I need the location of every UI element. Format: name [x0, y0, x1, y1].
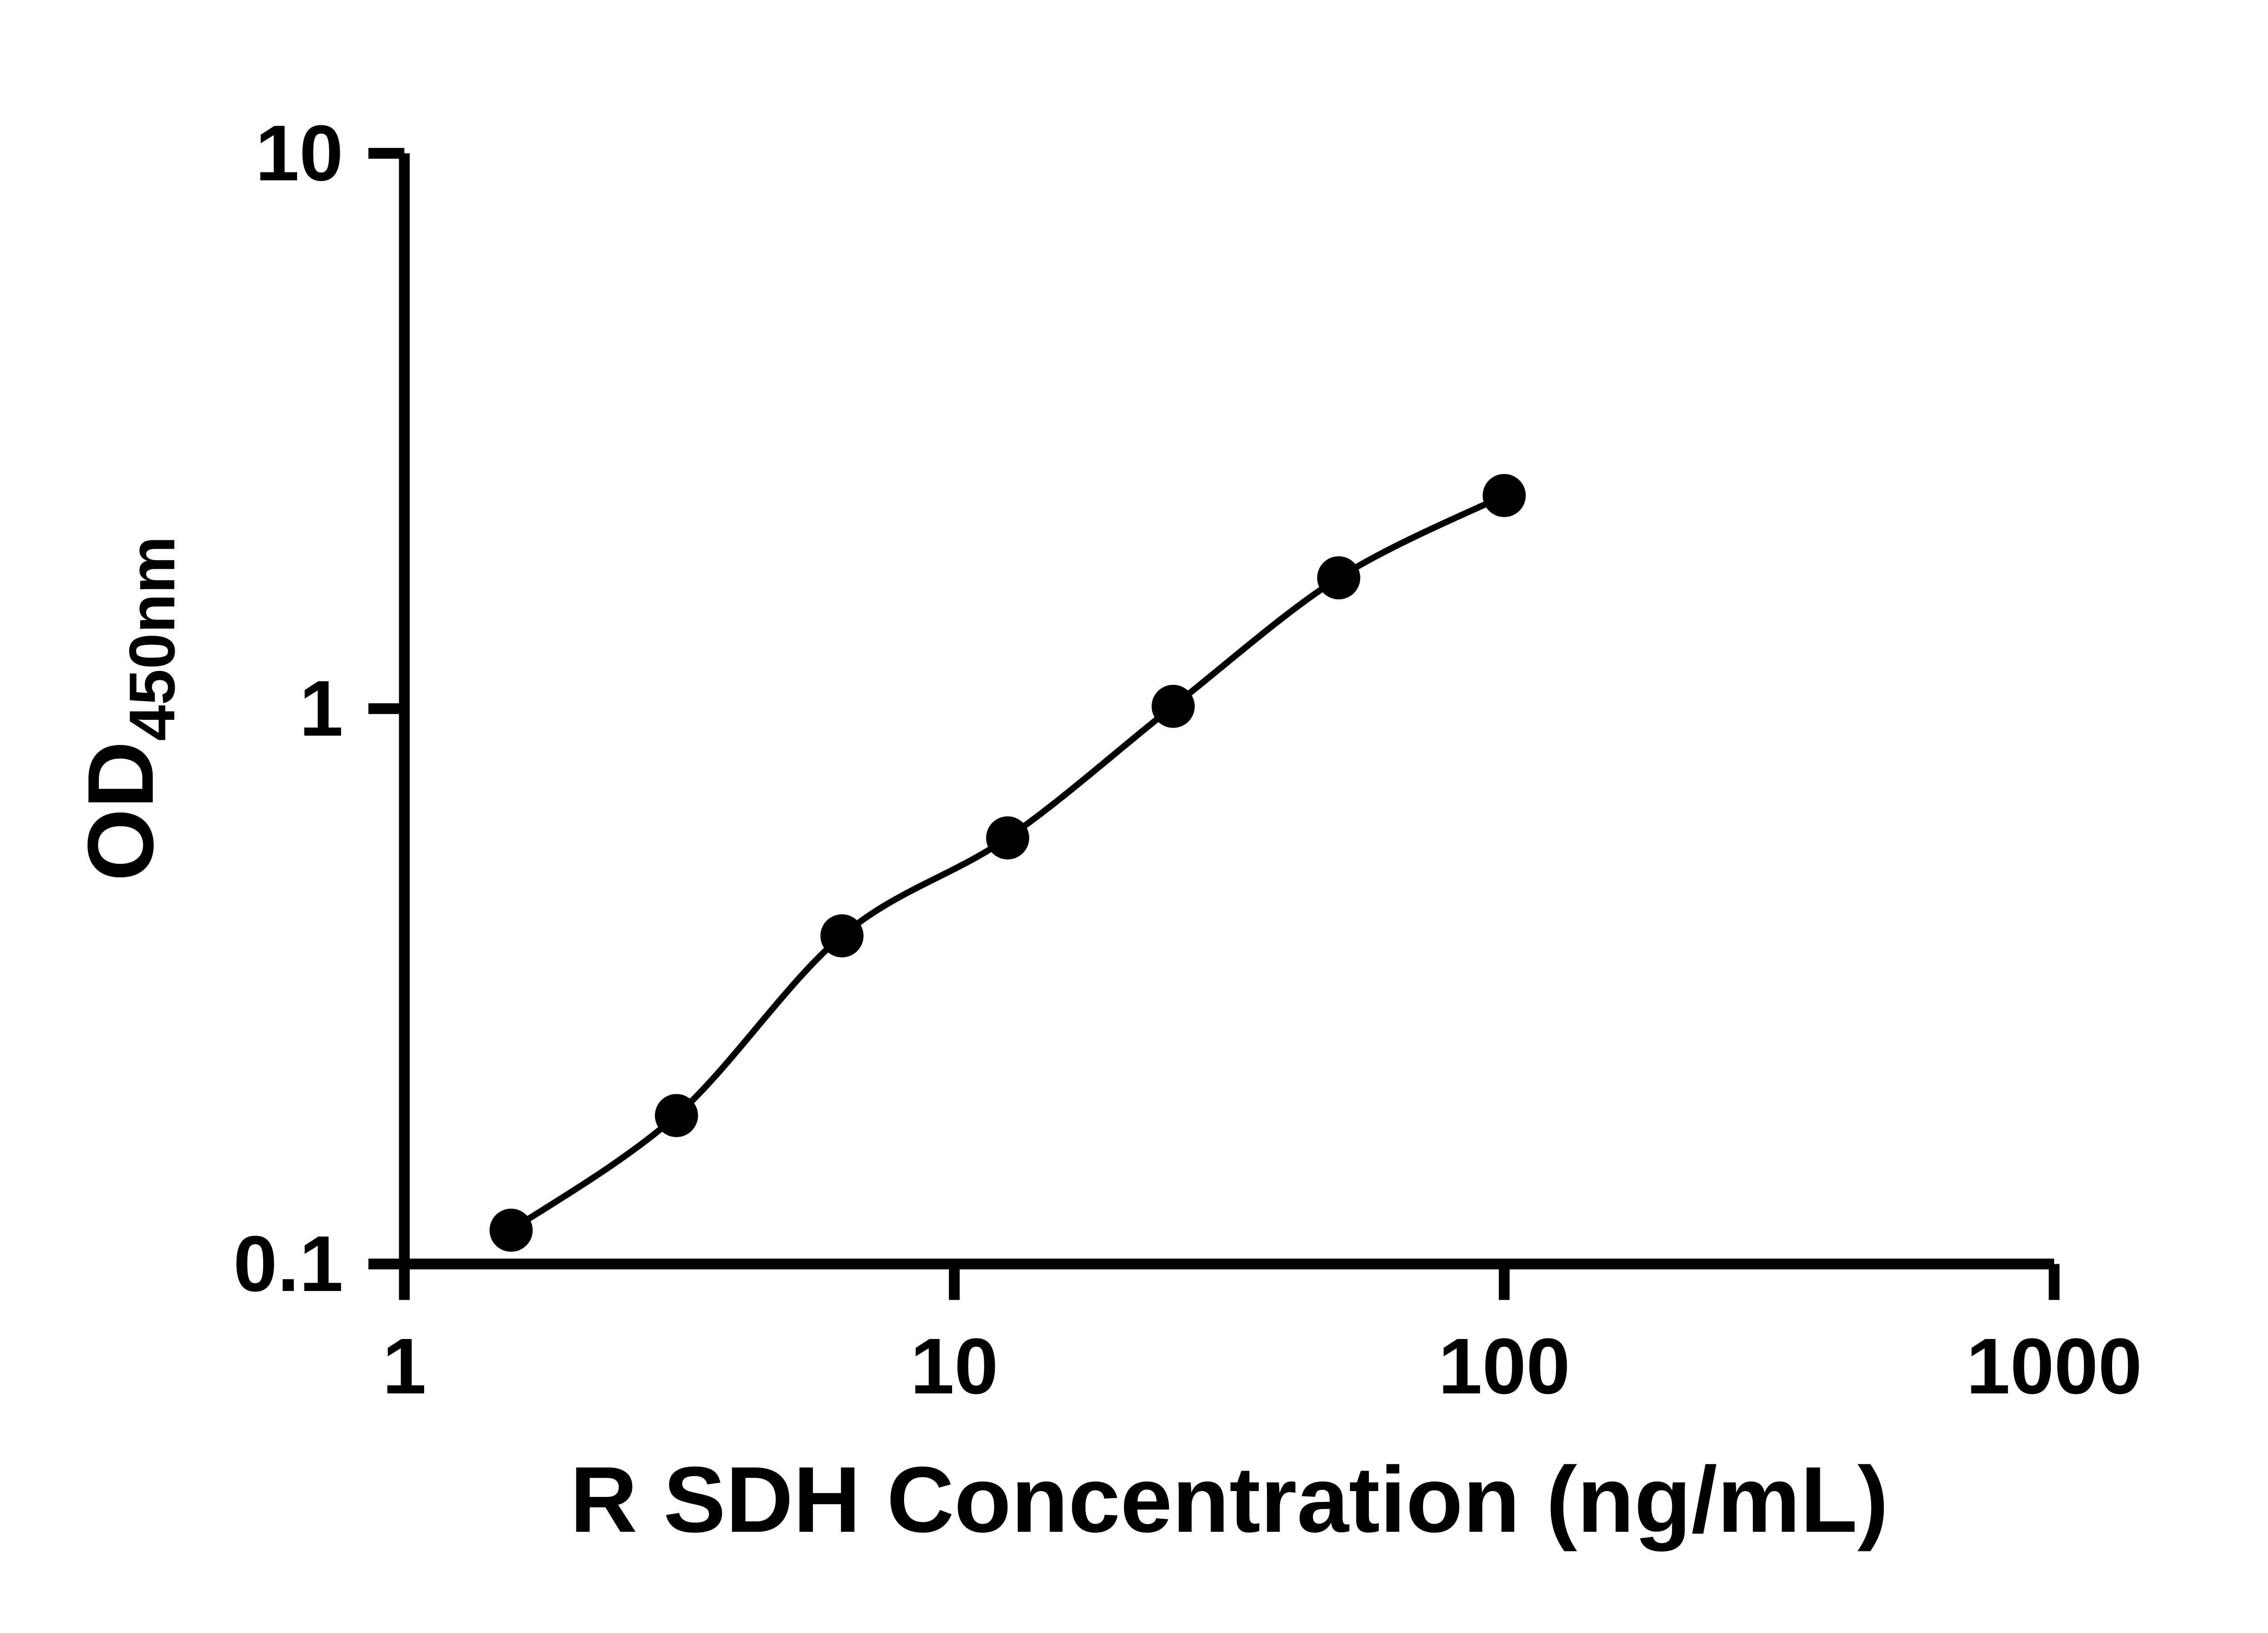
data-point	[820, 914, 864, 958]
y-axis-title: OD450nm	[68, 536, 189, 881]
y-tick-label: 10	[255, 108, 343, 197]
y-tick-label: 1	[299, 664, 343, 753]
y-tick-label: 0.1	[233, 1219, 343, 1308]
x-tick-label: 1000	[1966, 1322, 2142, 1410]
x-tick-label: 10	[910, 1322, 998, 1410]
data-point	[1482, 474, 1526, 517]
x-tick-label: 1	[382, 1322, 426, 1410]
x-axis-title: R SDH Concentration (ng/mL)	[570, 1447, 1889, 1552]
data-point	[655, 1094, 698, 1137]
data-point	[489, 1208, 533, 1252]
data-point	[1151, 684, 1195, 728]
data-point	[986, 816, 1030, 860]
x-tick-label: 100	[1438, 1322, 1570, 1410]
data-point	[1317, 556, 1360, 600]
axis-frame	[399, 153, 2054, 1270]
